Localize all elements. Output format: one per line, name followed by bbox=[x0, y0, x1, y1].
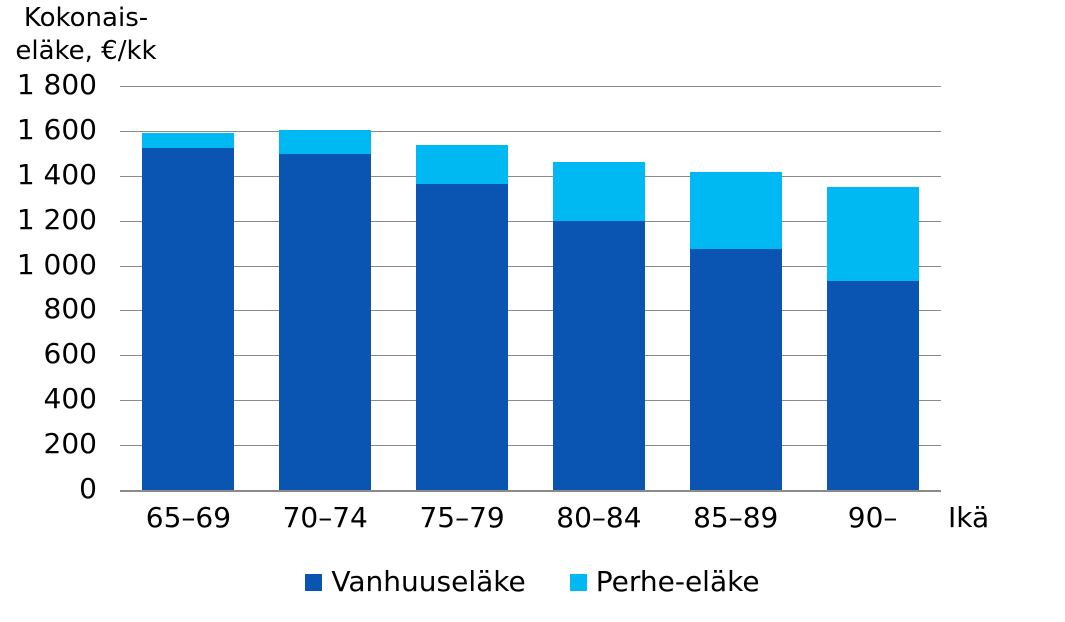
legend-swatch-icon bbox=[569, 574, 587, 591]
y-tick-label: 1 000 bbox=[16, 247, 97, 281]
x-tick-label: 70–74 bbox=[282, 501, 368, 534]
bar-segment-vanhuusel-ke bbox=[689, 248, 782, 490]
legend-item-vanhuusel-ke: Vanhuuseläke bbox=[305, 565, 526, 598]
bar-segment-vanhuusel-ke bbox=[279, 154, 372, 490]
gridline bbox=[120, 220, 941, 222]
bar-segment-perhe-el-ke bbox=[279, 129, 372, 155]
gridline bbox=[120, 445, 941, 447]
y-tick-label: 0 bbox=[79, 472, 97, 506]
legend: Vanhuuseläke Perhe-eläke bbox=[0, 565, 1065, 598]
x-tick-label: 80–84 bbox=[556, 501, 642, 534]
y-tick-label: 1 600 bbox=[16, 113, 97, 147]
gridline bbox=[120, 310, 941, 312]
bar-segment-perhe-el-ke bbox=[689, 172, 782, 249]
gridline bbox=[120, 400, 941, 402]
y-axis-title-line2: eläke, €/kk bbox=[15, 36, 157, 66]
gridline bbox=[120, 86, 941, 87]
legend-label: Vanhuuseläke bbox=[331, 565, 526, 598]
gridline bbox=[120, 355, 941, 357]
bar-segment-perhe-el-ke bbox=[826, 187, 919, 282]
x-tick-label: 75–79 bbox=[419, 501, 505, 534]
y-axis-title: Kokonais- eläke, €/kk bbox=[0, 2, 172, 68]
bar-segment-perhe-el-ke bbox=[552, 162, 645, 221]
gridline bbox=[120, 130, 941, 132]
y-tick-label: 800 bbox=[43, 292, 97, 326]
bar-segment-vanhuusel-ke bbox=[142, 147, 235, 490]
x-axis-line bbox=[120, 490, 941, 492]
y-tick-label: 1 200 bbox=[16, 202, 97, 236]
gridline bbox=[120, 265, 941, 267]
y-tick-label: 600 bbox=[43, 337, 97, 371]
bar-segment-perhe-el-ke bbox=[416, 145, 509, 184]
y-tick-label: 1 400 bbox=[16, 157, 97, 191]
bar-segment-vanhuusel-ke bbox=[552, 220, 645, 490]
x-tick-label: 85–89 bbox=[693, 501, 779, 534]
bar-segment-vanhuusel-ke bbox=[416, 183, 509, 490]
legend-swatch-icon bbox=[305, 574, 323, 591]
gridline bbox=[120, 175, 941, 177]
y-tick-label: 1 800 bbox=[16, 68, 97, 102]
y-axis-title-line1: Kokonais- bbox=[23, 3, 149, 33]
x-tick-label: 65–69 bbox=[145, 501, 232, 534]
legend-item-perhe-el-ke: Perhe-eläke bbox=[569, 565, 760, 598]
bar-segment-vanhuusel-ke bbox=[826, 281, 919, 490]
bar-segment-perhe-el-ke bbox=[142, 133, 235, 148]
legend-label: Perhe-eläke bbox=[595, 565, 760, 598]
y-tick-label: 200 bbox=[43, 427, 97, 461]
x-tick-label: 90– bbox=[847, 501, 898, 534]
y-tick-label: 400 bbox=[43, 382, 97, 416]
x-axis-title: Ikä bbox=[948, 501, 990, 534]
